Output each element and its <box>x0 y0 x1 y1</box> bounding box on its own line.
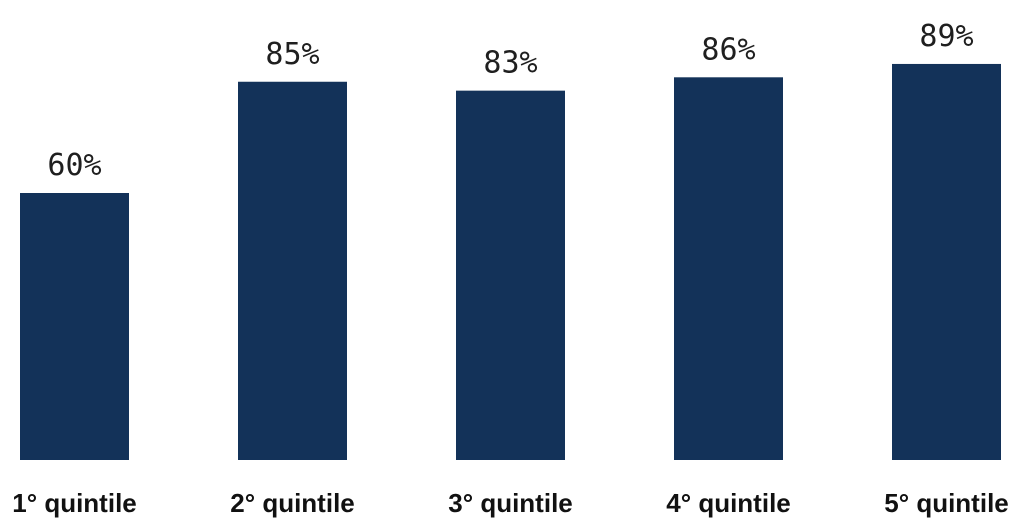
category-label-4: 4° quintile <box>666 488 791 518</box>
bar-value-label-4: 86% <box>701 32 755 67</box>
category-label-1: 1° quintile <box>12 488 137 518</box>
category-label-5: 5° quintile <box>884 488 1009 518</box>
category-label-2: 2° quintile <box>230 488 355 518</box>
bar-value-label-5: 89% <box>919 19 973 54</box>
category-label-3: 3° quintile <box>448 488 573 518</box>
bars-layer <box>20 63 1001 461</box>
bar-value-label-2: 85% <box>265 37 319 72</box>
bar-3 <box>456 90 565 461</box>
bar-1 <box>20 193 129 460</box>
bar-5 <box>892 63 1001 460</box>
category-labels-layer: 1° quintile 2° quintile 3° quintile 4° quin… <box>12 488 1009 518</box>
bar-4 <box>674 77 783 461</box>
bar-value-label-3: 83% <box>483 46 537 81</box>
bar-2 <box>238 81 347 460</box>
bar-value-label-1: 60% <box>47 148 101 183</box>
value-labels-layer: 60% 85% 83% 86% 89% <box>47 19 973 183</box>
